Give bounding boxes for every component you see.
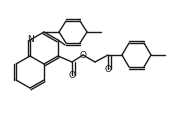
- Text: O: O: [69, 70, 75, 80]
- Text: N: N: [27, 36, 33, 44]
- Text: O: O: [80, 51, 86, 60]
- Text: O: O: [104, 65, 112, 74]
